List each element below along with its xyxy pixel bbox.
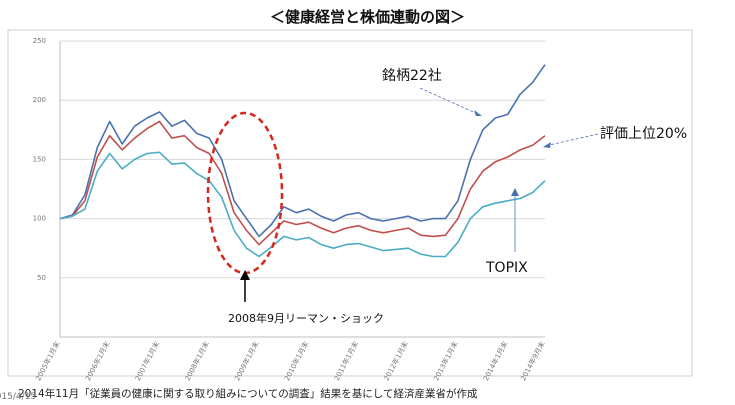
topix-arrowhead (511, 188, 519, 196)
series-lines (59, 64, 546, 258)
y-axis-ticks: 50 100 150 200 250 (33, 37, 46, 282)
top20-arrowhead (543, 142, 551, 148)
y-tick-label: 200 (33, 96, 46, 104)
annotation-brand22: 銘柄22社 (382, 68, 442, 84)
annotation-top20: 評価上位20% (600, 126, 687, 142)
top20-arrow (544, 133, 599, 147)
grid-lines (59, 40, 545, 338)
series-line-2 (59, 151, 546, 258)
side-date: 2015/4/15 (0, 392, 37, 402)
y-tick-label: 150 (33, 155, 46, 163)
y-tick-label: 250 (33, 37, 46, 45)
y-tick-label: 50 (37, 274, 46, 282)
source-footer: 2014年11月「従業員の健康に関する取り組みについての調査」結果を基にして経済… (18, 388, 478, 400)
series-line-0 (59, 64, 546, 238)
lehman-arrowhead (240, 270, 250, 280)
brand22-arrow (419, 87, 481, 116)
annotation-lehman: 2008年9月リーマン・ショック (228, 311, 384, 325)
brand22-arrowhead (474, 110, 482, 116)
annotation-topix: TOPIX (485, 260, 528, 276)
series-line-1 (59, 120, 546, 246)
y-tick-label: 100 (33, 215, 46, 223)
plot-frame (7, 29, 693, 377)
page-title: ＜健康経営と株価連動の図＞ (269, 8, 465, 26)
